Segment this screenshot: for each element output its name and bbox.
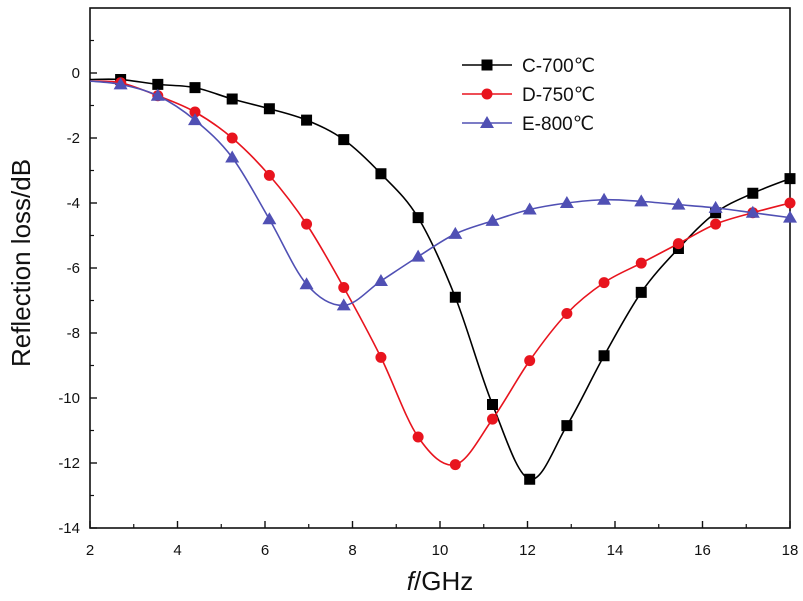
data-point-circle xyxy=(226,132,238,144)
x-tick-label: 8 xyxy=(348,542,356,559)
data-point-square xyxy=(189,82,201,94)
data-point-circle xyxy=(301,218,313,230)
legend-marker-triangle xyxy=(480,116,494,129)
data-point-triangle xyxy=(336,298,351,311)
data-point-circle xyxy=(338,282,350,293)
data-point-triangle xyxy=(150,88,165,101)
data-point-square xyxy=(487,399,498,410)
data-point-triangle xyxy=(411,249,426,262)
data-point-square xyxy=(747,187,759,199)
x-tick-label: 16 xyxy=(694,542,711,559)
data-point-circle xyxy=(487,413,498,425)
legend-marker-circle xyxy=(481,88,493,100)
data-point-square xyxy=(226,93,238,105)
data-point-triangle xyxy=(708,200,723,213)
data-point-circle xyxy=(561,308,573,319)
data-point-triangle xyxy=(225,150,240,163)
data-point-square xyxy=(375,168,387,180)
x-tick-label: 6 xyxy=(261,542,269,559)
data-point-triangle xyxy=(448,226,463,239)
data-point-triangle xyxy=(597,192,612,205)
legend-marker-square xyxy=(481,59,493,71)
data-point-square xyxy=(635,286,647,298)
y-axis-title: Reflection loss/dB xyxy=(6,159,36,367)
legend-label: C-700℃ xyxy=(522,56,595,77)
y-tick-label: -4 xyxy=(67,195,80,212)
data-point-triangle xyxy=(671,197,686,210)
y-tick-label: 0 xyxy=(72,65,80,82)
legend-item: E-800℃ xyxy=(462,114,594,135)
data-point-triangle xyxy=(559,196,574,209)
x-tick-label: 10 xyxy=(432,542,449,559)
data-point-square xyxy=(301,114,313,126)
data-point-circle xyxy=(710,218,722,230)
data-point-triangle xyxy=(485,213,500,226)
data-point-triangle xyxy=(299,277,314,290)
x-tick-label: 14 xyxy=(607,542,624,559)
series-line xyxy=(89,78,791,481)
series-layer xyxy=(89,74,797,485)
y-tick-label: -12 xyxy=(58,455,80,472)
data-point-triangle xyxy=(262,212,277,225)
y-tick-label: -14 xyxy=(58,520,80,537)
data-point-triangle xyxy=(188,113,202,126)
legend-label: D-750℃ xyxy=(522,85,595,106)
data-point-circle xyxy=(412,431,424,443)
x-tick-label: 2 xyxy=(86,542,94,559)
data-point-circle xyxy=(449,459,461,471)
data-point-circle xyxy=(189,106,201,118)
x-axis-title-symbol: f xyxy=(407,566,417,596)
data-point-circle xyxy=(598,277,610,289)
series-line xyxy=(89,80,791,466)
series-circle xyxy=(89,77,796,471)
data-point-circle xyxy=(784,197,796,209)
legend-item: C-700℃ xyxy=(462,56,595,77)
data-point-square xyxy=(524,473,536,485)
data-point-triangle xyxy=(113,77,128,90)
data-point-circle xyxy=(635,257,647,269)
data-point-triangle xyxy=(634,194,649,207)
x-axis-title: f/GHz xyxy=(407,566,473,596)
data-point-square xyxy=(784,173,796,185)
data-point-circle xyxy=(672,238,684,250)
y-tick-label: -10 xyxy=(58,390,80,407)
data-point-square xyxy=(412,212,424,224)
series-triangle xyxy=(89,77,797,311)
legend: C-700℃ D-750℃ E-800℃ xyxy=(462,56,595,135)
series-square xyxy=(89,74,796,485)
data-point-circle xyxy=(263,169,275,181)
axis-ticks: 2 4 6 8 10 12 14 16 18 0 -2 -4 -6 -8 -10 -12 -14 xyxy=(58,39,799,559)
y-tick-label: -8 xyxy=(67,325,80,342)
legend-item: D-750℃ xyxy=(462,85,595,106)
data-point-square xyxy=(598,350,610,362)
y-tick-label: -6 xyxy=(67,260,80,277)
x-tick-label: 18 xyxy=(782,542,799,559)
x-tick-label: 12 xyxy=(519,542,536,559)
data-point-circle xyxy=(375,351,387,363)
x-axis-title-unit: /GHz xyxy=(414,566,473,596)
y-tick-label: -2 xyxy=(67,130,80,147)
data-point-triangle xyxy=(783,210,797,223)
data-point-square xyxy=(449,291,461,303)
x-tick-label: 4 xyxy=(173,542,181,559)
data-point-triangle xyxy=(522,202,537,215)
data-point-square xyxy=(263,103,275,115)
data-point-triangle xyxy=(745,205,760,218)
legend-label: E-800℃ xyxy=(522,114,594,135)
data-point-square xyxy=(152,78,164,90)
data-point-square xyxy=(338,134,350,146)
data-point-triangle xyxy=(373,274,388,287)
data-point-circle xyxy=(524,355,536,367)
data-point-square xyxy=(561,420,573,432)
